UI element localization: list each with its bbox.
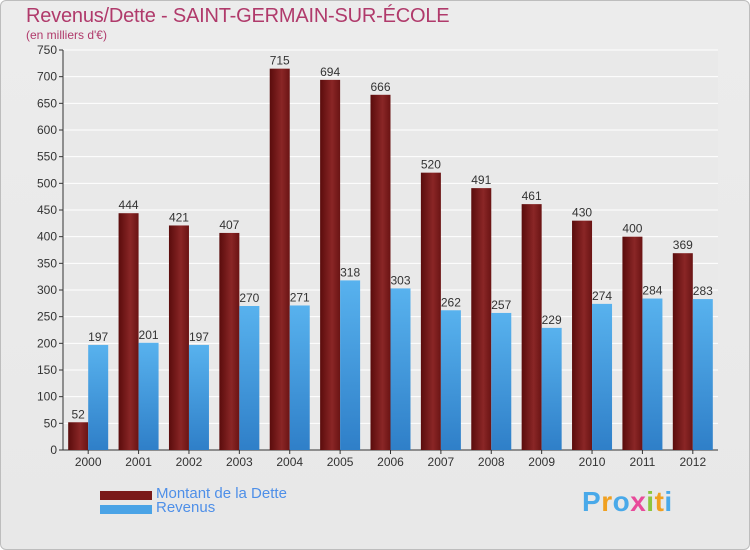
legend-label-debt: Montant de la Dette — [156, 485, 287, 502]
bar-dette — [420, 172, 441, 450]
y-tick-label: 350 — [37, 256, 57, 270]
y-tick-label: 200 — [37, 336, 57, 350]
data-label-dette: 407 — [219, 218, 239, 232]
y-tick-label: 50 — [44, 416, 58, 430]
y-tick-label: 750 — [37, 43, 57, 57]
y-tick-label: 650 — [37, 96, 57, 110]
y-tick-label: 300 — [37, 283, 57, 297]
bar-revenus — [340, 280, 361, 450]
bar-dette — [471, 188, 492, 450]
bar-dette — [672, 253, 693, 450]
data-label-revenus: 303 — [390, 273, 410, 287]
x-tick-label: 2002 — [176, 455, 203, 469]
data-label-dette: 444 — [119, 198, 139, 212]
bar-dette — [219, 232, 240, 450]
legend-swatch-revenue — [100, 505, 152, 514]
bar-revenus — [390, 288, 411, 450]
bar-revenus — [440, 310, 461, 450]
bar-revenus — [642, 298, 663, 450]
bar-revenus — [239, 306, 260, 450]
x-tick-label: 2010 — [579, 455, 606, 469]
x-tick-label: 2007 — [428, 455, 455, 469]
data-label-dette: 369 — [673, 238, 693, 252]
data-label-dette: 694 — [320, 65, 340, 79]
x-tick-label: 2006 — [377, 455, 404, 469]
data-label-revenus: 197 — [189, 330, 209, 344]
data-label-dette: 520 — [421, 158, 441, 172]
y-tick-label: 250 — [37, 310, 57, 324]
data-label-dette: 461 — [522, 189, 542, 203]
x-tick-label: 2012 — [679, 455, 706, 469]
y-tick-label: 700 — [37, 70, 57, 84]
bar-revenus — [138, 342, 159, 450]
y-tick-label: 550 — [37, 150, 57, 164]
x-tick-label: 2009 — [528, 455, 555, 469]
data-label-dette: 715 — [270, 54, 290, 68]
bar-dette — [370, 94, 391, 451]
data-label-revenus: 197 — [88, 330, 108, 344]
data-label-dette: 430 — [572, 206, 592, 220]
bar-dette — [269, 68, 290, 451]
data-label-revenus: 274 — [592, 289, 612, 303]
data-label-revenus: 229 — [542, 313, 562, 327]
bar-revenus — [188, 344, 209, 450]
bar-dette — [521, 204, 542, 450]
data-label-revenus: 318 — [340, 265, 360, 279]
bar-revenus — [592, 303, 613, 450]
bar-revenus — [541, 327, 562, 450]
data-label-dette: 491 — [471, 173, 491, 187]
chart-title: Revenus/Dette - SAINT-GERMAIN-SUR-ÉCOLE — [26, 5, 450, 27]
data-label-revenus: 257 — [491, 298, 511, 312]
x-tick-label: 2001 — [125, 455, 152, 469]
x-tick-label: 2003 — [226, 455, 253, 469]
bar-revenus — [289, 305, 310, 450]
bar-dette — [168, 225, 189, 450]
bar-revenus — [88, 344, 109, 450]
bar-dette — [320, 79, 341, 450]
y-tick-label: 400 — [37, 230, 57, 244]
x-tick-label: 2004 — [276, 455, 303, 469]
y-tick-label: 600 — [37, 123, 57, 137]
y-tick-label: 0 — [50, 443, 57, 457]
data-label-revenus: 283 — [693, 284, 713, 298]
chart-subtitle: (en milliers d'€) — [26, 28, 107, 42]
x-tick-label: 2000 — [75, 455, 102, 469]
bar-dette — [622, 236, 643, 450]
y-tick-label: 100 — [37, 390, 57, 404]
legend-label-revenue: Revenus — [156, 499, 216, 516]
y-tick-label: 500 — [37, 176, 57, 190]
y-tick-label: 150 — [37, 363, 57, 377]
data-label-dette: 52 — [72, 407, 86, 421]
bar-revenus — [692, 299, 713, 450]
data-label-revenus: 201 — [139, 328, 159, 342]
data-label-revenus: 270 — [239, 291, 259, 305]
data-label-dette: 400 — [622, 222, 642, 236]
x-tick-label: 2008 — [478, 455, 505, 469]
legend-swatch-debt — [100, 491, 152, 500]
bar-dette — [118, 213, 139, 450]
data-label-revenus: 262 — [441, 295, 461, 309]
proxiti-logo: Proxiti — [582, 486, 673, 517]
x-tick-label: 2011 — [630, 455, 656, 469]
data-label-revenus: 271 — [290, 290, 310, 304]
y-tick-label: 450 — [37, 203, 57, 217]
x-tick-label: 2005 — [327, 455, 354, 469]
bar-dette — [572, 220, 593, 450]
bar-dette — [68, 422, 89, 450]
bar-revenus — [491, 312, 512, 450]
data-label-dette: 421 — [169, 210, 189, 224]
data-label-revenus: 284 — [642, 284, 662, 298]
data-label-dette: 666 — [370, 80, 390, 94]
